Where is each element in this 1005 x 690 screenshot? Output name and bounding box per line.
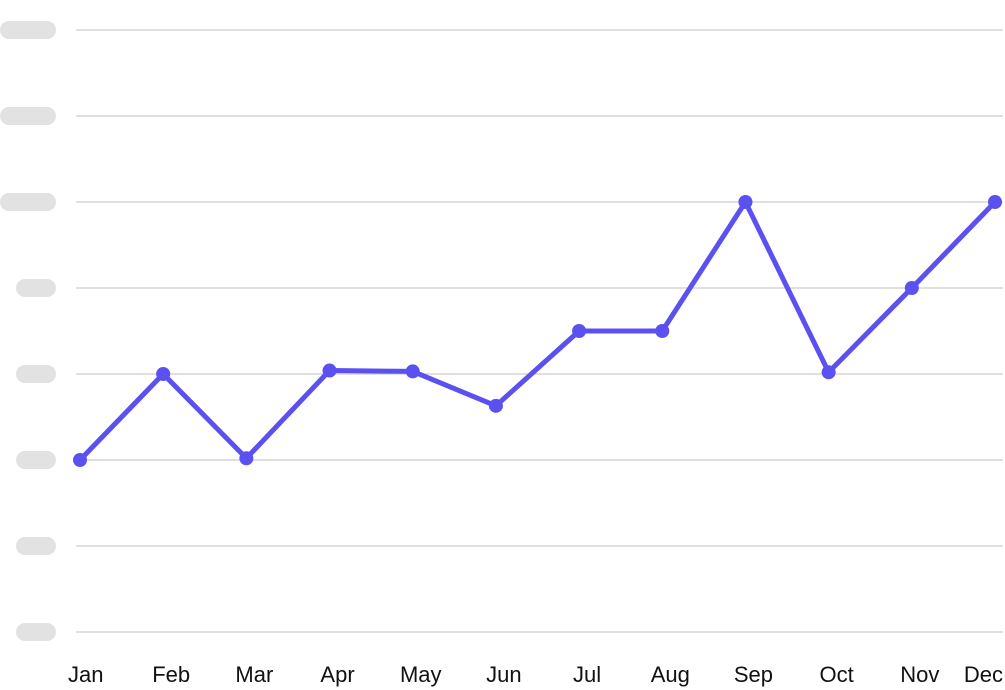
y-tick-label-placeholder bbox=[16, 365, 56, 383]
data-point-jun[interactable] bbox=[488, 398, 503, 413]
x-tick-label: Sep bbox=[734, 662, 773, 687]
x-tick-label: Apr bbox=[320, 662, 354, 687]
y-axis-ticks bbox=[0, 21, 56, 641]
data-point-sep[interactable] bbox=[738, 195, 753, 209]
data-point-feb[interactable] bbox=[156, 367, 171, 381]
x-axis-ticks: Jan Feb Mar Apr May Jun Jul Aug Sep Oct Nov Dec bbox=[68, 662, 1003, 687]
data-point-apr[interactable] bbox=[322, 363, 337, 378]
gridlines bbox=[76, 29, 1003, 633]
y-tick-label-placeholder bbox=[0, 193, 56, 211]
data-point-mar[interactable] bbox=[239, 451, 254, 466]
y-tick-label-placeholder bbox=[16, 451, 56, 469]
y-tick-label-placeholder bbox=[16, 279, 56, 297]
data-point-may[interactable] bbox=[405, 364, 420, 379]
data-point-nov[interactable] bbox=[904, 281, 919, 295]
data-point-jan[interactable] bbox=[73, 453, 87, 467]
y-tick-label-placeholder bbox=[16, 537, 56, 555]
x-tick-label: May bbox=[400, 662, 442, 687]
y-tick-label-placeholder bbox=[0, 21, 56, 39]
y-tick-label-placeholder bbox=[16, 623, 56, 641]
data-point-jul[interactable] bbox=[572, 324, 587, 338]
x-tick-label: Jan bbox=[68, 662, 103, 687]
x-tick-label: Jun bbox=[486, 662, 521, 687]
data-point-aug[interactable] bbox=[655, 324, 670, 338]
x-tick-label: Jul bbox=[573, 662, 601, 687]
x-tick-label: Aug bbox=[651, 662, 690, 687]
data-point-oct[interactable] bbox=[821, 365, 836, 380]
series-layer bbox=[73, 195, 1002, 467]
x-tick-label: Mar bbox=[235, 662, 273, 687]
x-tick-label: Feb bbox=[152, 662, 190, 687]
x-tick-label: Nov bbox=[900, 662, 939, 687]
data-point-dec[interactable] bbox=[988, 195, 1002, 209]
x-tick-label: Oct bbox=[820, 662, 854, 687]
x-tick-label: Dec bbox=[964, 662, 1003, 687]
y-tick-label-placeholder bbox=[0, 107, 56, 125]
series-line bbox=[77, 199, 998, 463]
